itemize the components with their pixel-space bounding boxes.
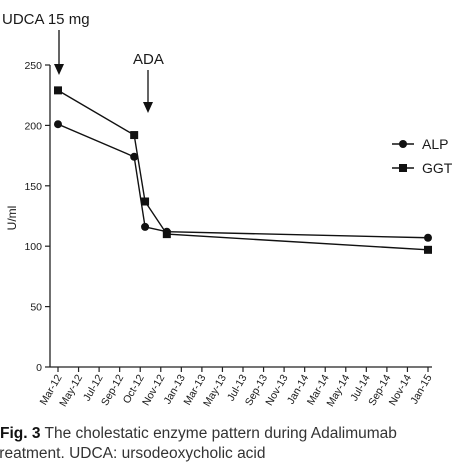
y-tick-label: 0 [36,362,42,374]
annotation-arrow-head [143,102,153,113]
caption-line-2: treatment. UDCA: ursodeoxycholic acid [0,445,266,462]
annotation-arrow-head [54,64,64,75]
legend-label-ggt: GGT [422,160,453,176]
legend-label-alp: ALP [422,136,448,152]
series-line-ggt [57,89,429,251]
data-point-alp [130,152,139,161]
data-point-alp [424,233,432,242]
data-point-alp [54,120,62,129]
y-tick-label: 50 [30,302,42,314]
figure-caption: Fig. 3 The cholestatic enzyme pattern du… [0,424,474,464]
legend-marker-ggt [399,164,407,172]
figure-label: Fig. 3 [0,425,41,442]
annotation-label: ADA [133,51,164,68]
data-point-ggt [130,131,139,140]
series-line-alp [57,123,429,239]
caption-line-1: The cholestatic enzyme pattern during Ad… [40,425,397,442]
y-tick-label: 250 [24,60,42,72]
annotation-label: UDCA 15 mg [2,11,90,28]
y-tick-label: 100 [24,241,42,253]
y-tick-label: 150 [24,181,42,193]
data-point-ggt [424,245,432,254]
y-axis-label: U/ml [5,206,19,231]
chart-series [54,86,432,254]
y-tick-label: 200 [24,120,42,132]
chart-legend: ALP GGT [392,136,453,176]
legend-marker-alp [399,140,407,148]
data-point-ggt [162,230,171,239]
x-axis-ticks: Mar-12May-12Jul-12Sep-12Oct-12Nov-12Jan-… [38,367,435,409]
data-point-ggt [141,197,150,206]
data-point-ggt [54,86,62,95]
y-axis-ticks: 0 50 100 150 200 250 [24,60,50,374]
data-point-alp [141,222,150,231]
chart-axes [49,65,432,368]
chart-annotations: UDCA 15 mg ADA [2,11,164,113]
